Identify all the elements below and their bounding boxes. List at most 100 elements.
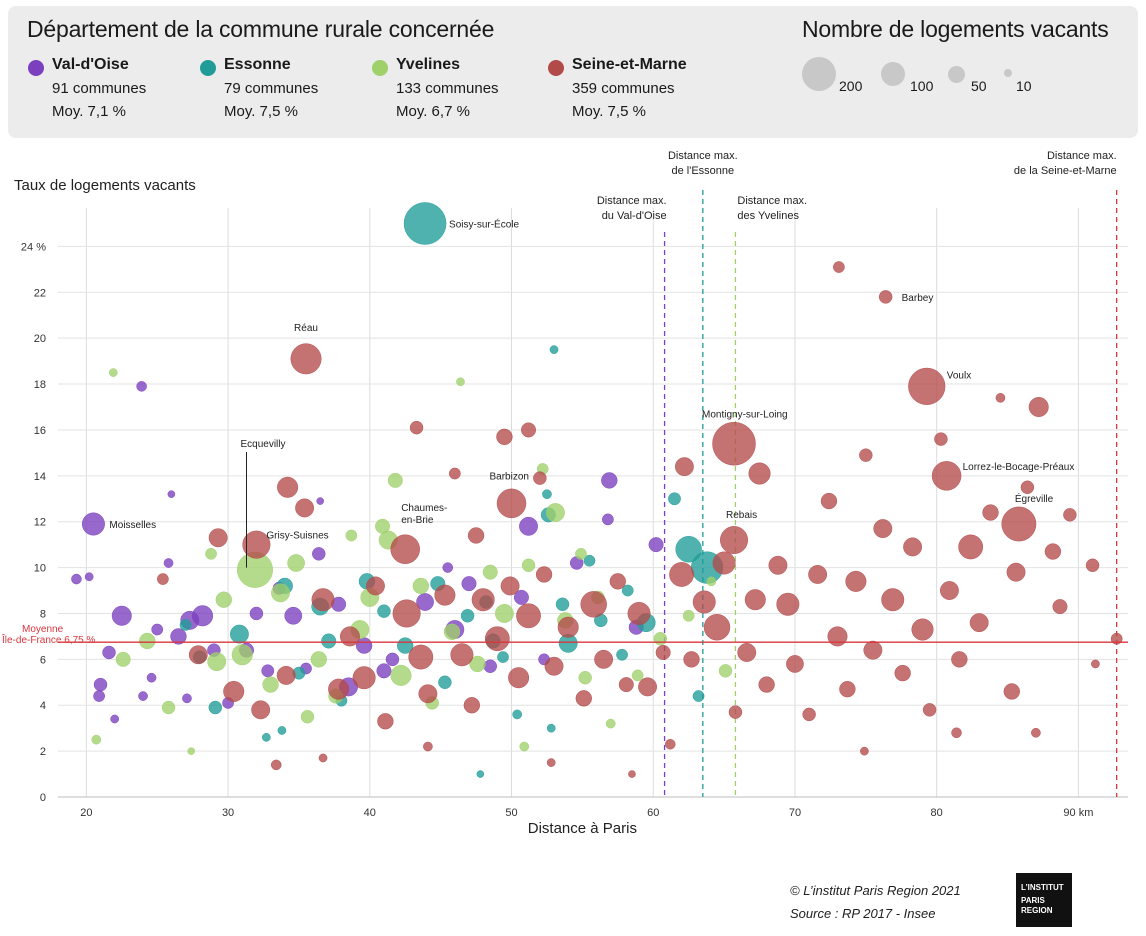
- data-point: [934, 432, 948, 446]
- data-point: [157, 573, 169, 585]
- data-point: [71, 573, 82, 585]
- data-point: [839, 680, 856, 698]
- max-distance-label: Distance max.: [597, 195, 667, 207]
- data-point: [390, 664, 412, 686]
- data-point: [261, 664, 275, 678]
- data-point: [179, 619, 192, 631]
- x-tick-label: 50: [505, 807, 517, 819]
- size-label: 200: [839, 78, 863, 94]
- max-distance-label: Distance max.: [668, 150, 738, 162]
- data-point: [91, 734, 102, 745]
- data-point: [93, 677, 108, 692]
- data-point: [664, 738, 676, 750]
- yvelines-swatch: [372, 60, 388, 76]
- data-point: [316, 497, 324, 505]
- essonne-swatch: [200, 60, 216, 76]
- dept-count: 133 communes: [396, 80, 499, 97]
- data-point: [508, 667, 530, 689]
- data-point: [683, 651, 700, 668]
- data-point: [521, 558, 536, 573]
- data-point: [496, 488, 527, 519]
- data-point: [270, 759, 282, 771]
- data-point: [390, 534, 420, 564]
- x-tick-label: 90 km: [1063, 807, 1093, 819]
- data-point: [377, 604, 391, 618]
- seine-et-marne-swatch: [548, 60, 564, 76]
- data-point: [692, 690, 705, 702]
- data-point: [110, 714, 120, 724]
- size-legend-title: Nombre de logements vacants: [802, 16, 1109, 42]
- data-point: [500, 576, 520, 596]
- y-tick-label: 14: [34, 471, 46, 483]
- reference-label: Île-de-France 6,75 %: [1, 633, 95, 646]
- data-point: [450, 643, 474, 667]
- point-label: Égreville: [1015, 492, 1054, 505]
- institut-logo: L’INSTITUT PARIS REGION: [1016, 873, 1072, 927]
- data-point: [84, 572, 94, 582]
- data-point: [1044, 543, 1062, 560]
- data-point: [352, 666, 376, 690]
- data-point: [93, 690, 105, 702]
- data-point: [151, 623, 164, 636]
- data-point: [616, 648, 628, 661]
- data-point: [712, 551, 736, 575]
- data-point: [161, 700, 176, 715]
- data-point: [512, 709, 523, 720]
- data-point: [621, 584, 634, 597]
- data-point: [192, 605, 214, 627]
- data-point: [187, 747, 196, 755]
- y-tick-label: 8: [40, 608, 46, 620]
- data-point: [231, 644, 253, 666]
- data-point: [1003, 683, 1020, 700]
- dept-name: Seine-et-Marne: [572, 56, 687, 73]
- data-point: [802, 707, 816, 722]
- data-point: [833, 261, 845, 273]
- data-point: [903, 537, 923, 557]
- data-point: [940, 581, 959, 600]
- data-point: [542, 489, 552, 500]
- size-circle-100: [881, 62, 905, 86]
- data-point: [845, 570, 867, 592]
- data-point: [712, 421, 756, 466]
- data-point: [471, 588, 495, 612]
- data-point: [922, 703, 937, 717]
- data-point: [546, 503, 565, 522]
- data-point: [931, 461, 962, 491]
- data-point: [692, 590, 716, 614]
- data-point: [758, 676, 775, 693]
- data-point: [443, 623, 461, 641]
- data-point: [102, 645, 116, 660]
- data-point: [859, 448, 873, 462]
- dept-average: Moy. 6,7 %: [396, 103, 470, 120]
- data-point: [170, 628, 187, 645]
- data-point: [618, 677, 634, 693]
- x-tick-label: 30: [222, 807, 234, 819]
- data-point: [748, 462, 771, 485]
- y-tick-label: 4: [40, 700, 46, 712]
- x-axis-title: Distance à Paris: [528, 820, 637, 837]
- legend-title: Département de la commune rurale concern…: [27, 16, 495, 42]
- point-label: Voulx: [947, 370, 971, 381]
- data-point: [284, 606, 303, 625]
- data-point: [648, 537, 664, 553]
- data-point: [310, 651, 327, 668]
- point-label: Barbizon: [490, 471, 529, 482]
- data-point: [638, 677, 657, 697]
- size-label: 50: [971, 78, 987, 94]
- dept-average: Moy. 7,5 %: [224, 103, 298, 120]
- max-distance-label: du Val-d'Oise: [602, 210, 667, 222]
- data-point: [188, 645, 208, 665]
- data-point: [115, 651, 131, 667]
- data-point: [863, 640, 883, 660]
- reference-label: Moyenne: [22, 624, 64, 635]
- data-point: [312, 547, 326, 561]
- data-point: [377, 713, 394, 730]
- data-point: [434, 584, 456, 606]
- data-point: [1001, 506, 1037, 542]
- data-point: [653, 631, 668, 646]
- data-point: [416, 593, 434, 611]
- x-tick-label: 40: [364, 807, 376, 819]
- data-point: [820, 492, 838, 510]
- y-tick-label: 10: [34, 563, 46, 575]
- point-label: Soisy-sur-École: [449, 217, 519, 230]
